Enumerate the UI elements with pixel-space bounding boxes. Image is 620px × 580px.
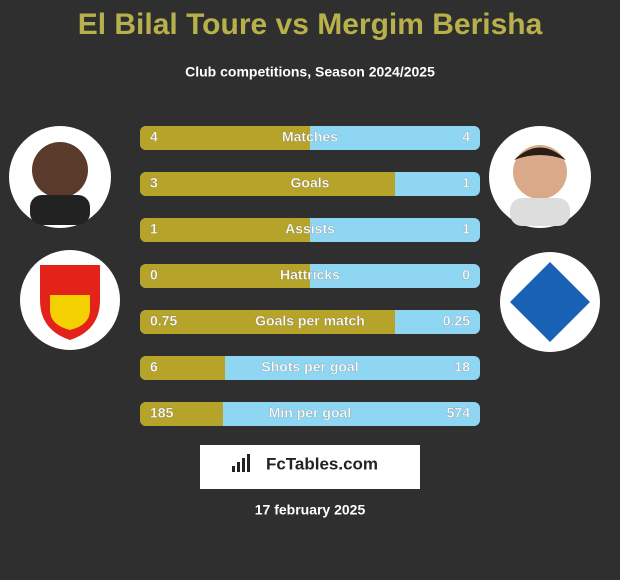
left-value: 185 — [150, 405, 174, 421]
right-value: 0 — [462, 267, 470, 283]
right-value: 574 — [447, 405, 471, 421]
right-value: 1 — [462, 221, 470, 237]
bar-left-edge — [219, 356, 225, 380]
bar-right — [140, 402, 480, 426]
bar-left — [140, 264, 310, 288]
title: El Bilal Toure vs Mergim Berisha — [78, 8, 543, 41]
bar-left — [140, 218, 310, 242]
bar-left — [140, 126, 310, 150]
bar-left — [140, 172, 395, 196]
stat-label: Goals per match — [255, 313, 365, 329]
bar-left-edge — [304, 264, 310, 288]
stat-label: Goals — [291, 175, 330, 191]
bar-left-edge — [389, 310, 395, 334]
right-value: 18 — [454, 359, 470, 375]
player-photo-left — [9, 126, 111, 228]
left-value: 4 — [150, 129, 158, 145]
stat-label: Matches — [282, 129, 338, 145]
subtitle: Club competitions, Season 2024/2025 — [185, 64, 435, 80]
bar-left-edge — [304, 218, 310, 242]
left-value: 0.75 — [150, 313, 177, 329]
date: 17 february 2025 — [255, 502, 366, 518]
brand-box — [200, 445, 420, 489]
bar-left — [140, 310, 395, 334]
bar-left-edge — [389, 172, 395, 196]
bar-left — [140, 402, 223, 426]
bar-left-edge — [304, 126, 310, 150]
left-value: 0 — [150, 267, 158, 283]
club-logo-left — [20, 250, 120, 350]
brand-icon — [232, 454, 250, 472]
stat-label: Hattricks — [280, 267, 340, 283]
right-value: 0.25 — [443, 313, 470, 329]
bar-left-edge — [216, 402, 223, 426]
right-value: 1 — [462, 175, 470, 191]
brand: FcTables.com — [266, 454, 378, 473]
stat-label: Assists — [285, 221, 335, 237]
bar-left — [140, 356, 225, 380]
left-value: 3 — [150, 175, 158, 191]
stat-label: Min per goal — [269, 405, 351, 421]
club-logo-right — [500, 252, 600, 352]
right-value: 4 — [462, 129, 470, 145]
left-value: 6 — [150, 359, 158, 375]
left-value: 1 — [150, 221, 158, 237]
stat-label: Shots per goal — [261, 359, 358, 375]
player-photo-right — [489, 126, 591, 228]
